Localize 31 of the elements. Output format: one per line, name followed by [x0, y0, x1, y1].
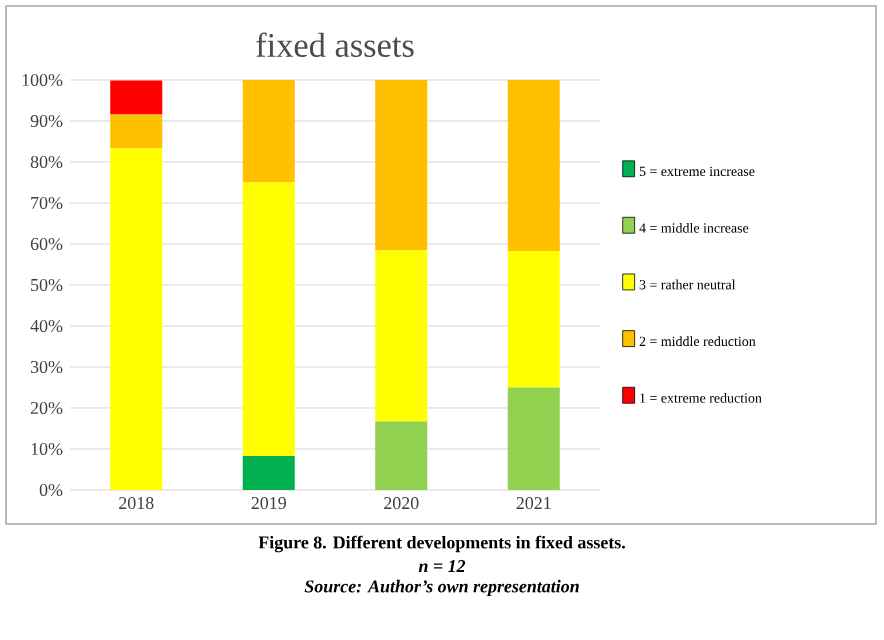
bar: [375, 79, 428, 251]
y-tick-label: 0%: [39, 483, 63, 497]
y-tick-label: 80%: [30, 155, 63, 169]
x-tick-label: 2020: [384, 497, 419, 510]
x-tick-label: 2018: [119, 497, 154, 510]
y-tick-label: 100%: [22, 73, 63, 87]
y-tick-label: 20%: [30, 401, 63, 415]
y-tick-label: 70%: [31, 196, 63, 210]
bar: [507, 387, 560, 490]
y-tick-label: 60%: [30, 237, 63, 251]
y-tick-label: 90%: [30, 114, 63, 128]
y-tick-label: 40%: [30, 319, 63, 333]
x-tick-label: 2021: [516, 497, 551, 510]
y-tick-label: 10%: [31, 442, 63, 456]
bar: [375, 421, 428, 490]
bar: [242, 455, 295, 490]
bar: [242, 79, 295, 183]
caption: Figure 8. Different developments in fixed assets.: [258, 535, 625, 553]
y-tick-label: 50%: [31, 278, 63, 292]
bar: [507, 79, 560, 251]
bar: [375, 250, 428, 422]
bar: [110, 114, 163, 149]
source-note: Source: Author’s own representation: [304, 579, 579, 597]
text: n = 12: [418, 560, 466, 572]
bar: [242, 182, 295, 456]
y-tick-label: 30%: [30, 360, 63, 374]
bar: [507, 250, 560, 388]
x-tick-label: 2019: [251, 497, 286, 510]
bar: [110, 148, 163, 490]
chart-title: fixed assets: [256, 32, 414, 58]
bar: [110, 80, 163, 115]
